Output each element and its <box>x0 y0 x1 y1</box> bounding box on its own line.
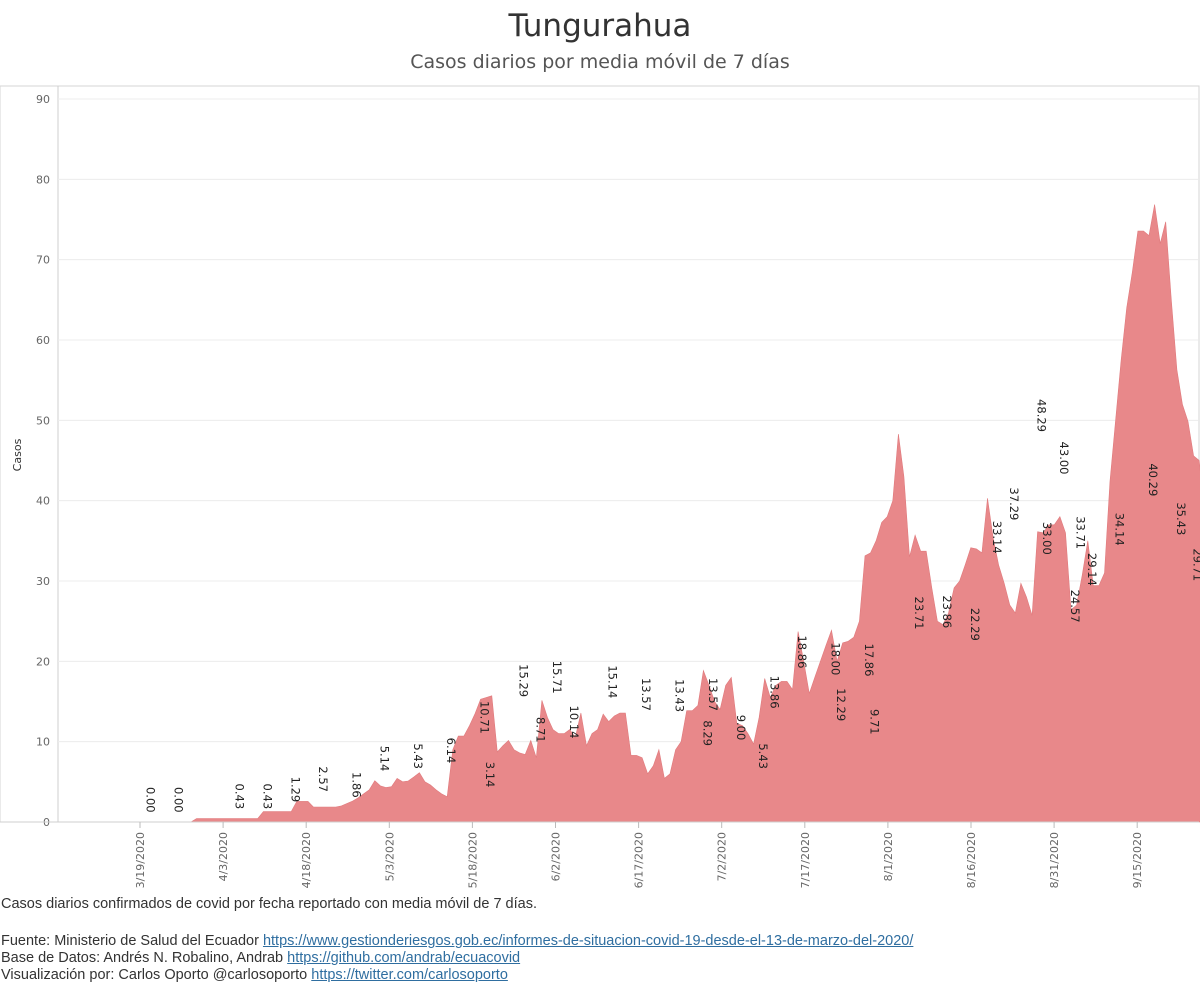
source-label: Fuente: Ministerio de Salud del Ecuador <box>1 933 263 949</box>
data-label: 22.29 <box>968 608 982 641</box>
data-label: 40.29 <box>1146 463 1160 496</box>
y-tick-label: 30 <box>36 575 50 588</box>
data-label: 0.00 <box>171 787 185 813</box>
x-tick-label: 3/19/2020 <box>134 832 147 888</box>
x-tick-label: 7/2/2020 <box>716 832 729 881</box>
data-label: 5.43 <box>756 743 770 769</box>
data-label: 9.00 <box>734 715 748 741</box>
chart-subtitle: Casos diarios por media móvil de 7 días <box>410 51 790 73</box>
data-label: 48.29 <box>1035 399 1049 432</box>
data-label: 18.00 <box>829 642 843 675</box>
data-label: 29.71 <box>1191 548 1200 581</box>
data-label: 33.14 <box>990 521 1004 554</box>
data-label: 24.57 <box>1068 590 1082 623</box>
data-label: 8.71 <box>533 717 547 743</box>
data-label: 10.14 <box>567 706 581 739</box>
x-tick-label: 8/1/2020 <box>882 832 895 881</box>
data-label: 0.43 <box>233 784 247 810</box>
data-label: 29.14 <box>1085 553 1099 586</box>
x-tick-label: 7/17/2020 <box>799 832 812 888</box>
footer-data: Base de Datos: Andrés N. Robalino, Andra… <box>1 950 520 966</box>
data-label: 43.00 <box>1057 442 1071 475</box>
area-chart: 0102030405060708090Casos3/19/20204/3/202… <box>0 85 1200 888</box>
y-tick-label: 10 <box>36 736 50 749</box>
data-label: 23.71 <box>912 597 926 630</box>
data-label: 13.57 <box>639 678 653 711</box>
data-label: 18.86 <box>795 635 809 668</box>
x-tick-label: 8/31/2020 <box>1048 832 1061 888</box>
x-tick-label: 5/3/2020 <box>383 832 396 881</box>
data-label: 10.71 <box>478 701 492 734</box>
data-label: 15.14 <box>606 665 620 698</box>
data-label: 1.86 <box>350 772 364 798</box>
data-label: 33.00 <box>1040 522 1054 555</box>
data-label: 1.29 <box>288 777 302 803</box>
data-label: 37.29 <box>1007 487 1021 520</box>
x-tick-label: 6/2/2020 <box>550 832 563 881</box>
footer-source: Fuente: Ministerio de Salud del Ecuador … <box>1 933 913 949</box>
data-label: 13.43 <box>673 679 687 712</box>
viz-link[interactable]: https://twitter.com/carlosoporto <box>311 967 508 983</box>
y-axis-label: Casos <box>11 438 24 471</box>
data-label: 34.14 <box>1113 513 1127 546</box>
data-label: Base de Datos: Andrés N. Robalino, Andra… <box>1 950 288 966</box>
y-tick-label: 60 <box>36 334 50 347</box>
x-tick-label: 8/16/2020 <box>965 832 978 888</box>
y-tick-label: 80 <box>36 173 50 186</box>
data-label: 0.43 <box>260 784 274 810</box>
data-label: 3.14 <box>483 762 497 788</box>
chart-title: Tungurahua <box>508 8 692 44</box>
y-tick-label: 70 <box>36 254 50 267</box>
y-tick-label: 50 <box>36 414 50 427</box>
data-label: 33.71 <box>1074 516 1088 549</box>
series-area <box>113 204 1200 823</box>
data-label: 12.29 <box>834 688 848 721</box>
data-label: 2.57 <box>316 766 330 792</box>
footer-viz: Visualización por: Carlos Oporto @carlos… <box>1 967 508 983</box>
y-tick-label: 20 <box>36 655 50 668</box>
data-label: 6.14 <box>444 738 458 764</box>
source-link[interactable]: https://www.gestionderiesgos.gob.ec/info… <box>262 933 914 949</box>
data-label: 13.86 <box>767 676 781 709</box>
x-tick-label: 4/18/2020 <box>300 832 313 888</box>
data-label: 5.43 <box>411 743 425 769</box>
data-label: 17.86 <box>862 644 876 677</box>
data-label: 23.86 <box>940 595 954 628</box>
data-label: 8.29 <box>700 720 714 746</box>
y-tick-label: 40 <box>36 495 50 508</box>
data-label: 13.57 <box>706 678 720 711</box>
data-label: 5.14 <box>377 746 391 772</box>
x-tick-label: 4/3/2020 <box>217 832 230 881</box>
data-label: 15.71 <box>550 661 564 694</box>
data-label: 9.71 <box>868 709 882 735</box>
x-tick-label: 9/15/2020 <box>1131 832 1144 888</box>
x-tick-label: 5/18/2020 <box>466 832 479 888</box>
viz-label: Visualización por: Carlos Oporto @carlos… <box>1 967 312 983</box>
data-link[interactable]: https://github.com/andrab/ecuacovid <box>287 950 521 966</box>
y-tick-label: 90 <box>36 93 50 106</box>
x-tick-label: 6/17/2020 <box>633 832 646 888</box>
data-label: 35.43 <box>1174 502 1188 535</box>
data-label: 0.00 <box>143 787 157 813</box>
data-label: 15.29 <box>517 664 531 697</box>
footer-caption: Casos diarios confirmados de covid por f… <box>1 896 537 912</box>
